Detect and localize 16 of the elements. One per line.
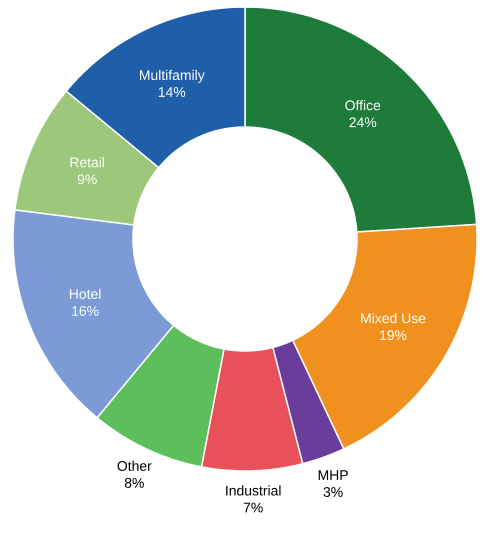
slice-label: Industrial [226, 485, 281, 496]
data-label: 14% [158, 87, 186, 97]
slice-label: Multifamily [140, 70, 205, 83]
slice-label: MHP [318, 470, 348, 480]
data-label: 7% [244, 502, 263, 512]
data-label: 9% [78, 174, 97, 184]
slice-label: Other [118, 460, 152, 471]
data-label: 24% [349, 117, 376, 128]
slice-label: Office [345, 100, 380, 110]
data-label: 16% [72, 306, 99, 316]
slice-label: Retail [70, 157, 104, 168]
data-label: 8% [124, 478, 144, 488]
slice-label: Mixed Use [361, 312, 426, 324]
data-label: 3% [324, 487, 343, 497]
slice-label: Hotel [70, 288, 100, 299]
data-label: 19% [380, 330, 407, 340]
